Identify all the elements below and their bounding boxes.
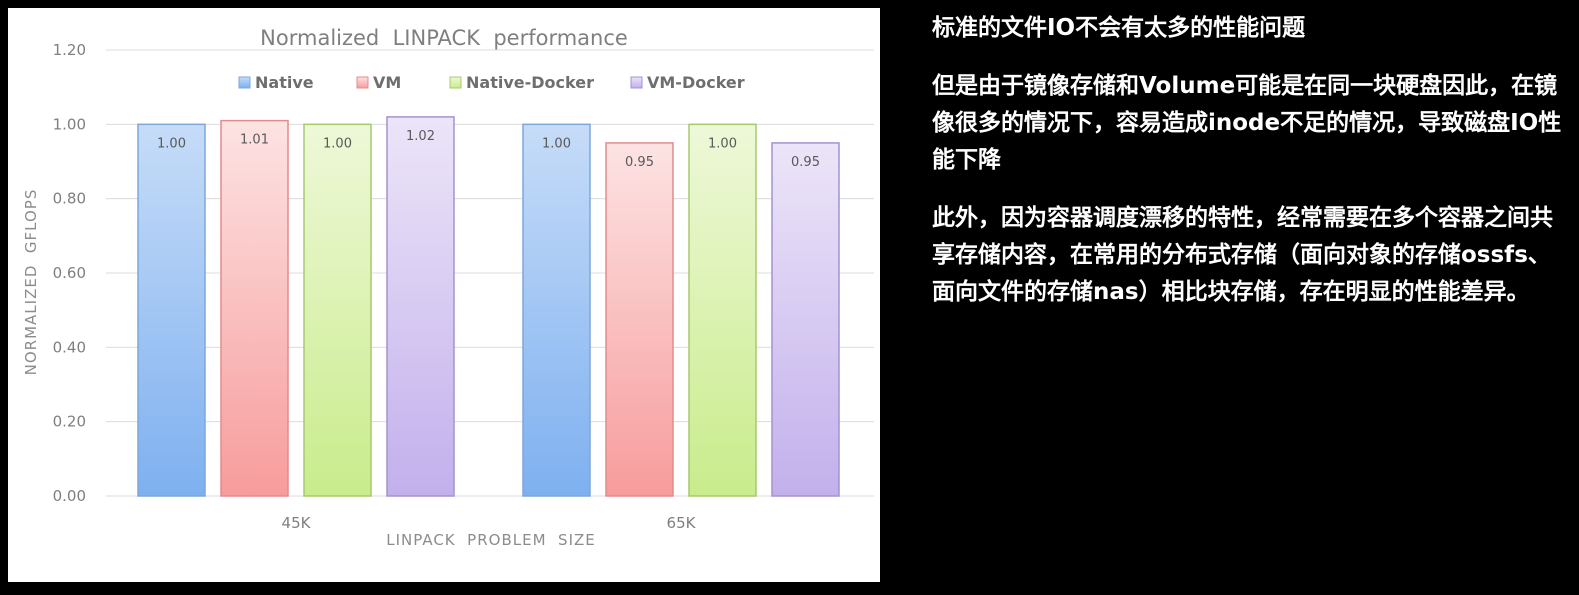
- legend-label: Native: [255, 73, 314, 92]
- y-tick-label: 1.20: [53, 41, 86, 59]
- y-axis-title: NORMALIZED GFLOPS: [22, 189, 40, 376]
- bar: [303, 123, 372, 497]
- legend-swatch: [449, 76, 462, 89]
- y-tick-label: 0.20: [53, 413, 86, 431]
- chart-panel: 1.00 1.01 1.00 1.02 1.00 0.95 1.00 0.95 0.00 0.2…: [8, 8, 880, 582]
- data-label: 0.95: [791, 155, 820, 170]
- legend: Native VM Native-Docker VM-Docker: [238, 73, 745, 92]
- bar: [771, 142, 840, 497]
- y-tick-label: 0.00: [53, 487, 86, 505]
- y-tick-label: 0.60: [53, 264, 86, 282]
- bars: [137, 116, 840, 497]
- bar: [688, 123, 757, 497]
- data-label: 1.00: [157, 136, 186, 151]
- y-tick-label: 0.80: [53, 190, 86, 208]
- data-label: 1.00: [708, 136, 737, 151]
- bar-chart: 1.00 1.01 1.00 1.02 1.00 0.95 1.00 0.95 0.00 0.2…: [22, 26, 874, 549]
- y-axis-ticks: 0.00 0.20 0.40 0.60 0.80 1.00 1.20: [53, 41, 86, 505]
- data-label: 1.01: [240, 133, 269, 148]
- bar: [386, 116, 455, 497]
- bar: [522, 123, 591, 497]
- x-axis-title: LINPACK PROBLEM SIZE: [386, 531, 596, 549]
- legend-label: VM-Docker: [647, 73, 745, 92]
- data-label: 1.00: [542, 136, 571, 151]
- y-tick-label: 1.00: [53, 115, 86, 133]
- note-paragraph-3: 此外，因为容器调度漂移的特性，经常需要在多个容器之间共享存储内容，在常用的分布式…: [932, 205, 1553, 305]
- bar: [137, 123, 206, 497]
- y-tick-label: 0.40: [53, 338, 86, 356]
- data-label: 1.00: [323, 136, 352, 151]
- data-label: 1.02: [406, 129, 435, 144]
- legend-swatch: [356, 76, 369, 89]
- x-tick-label: 65K: [667, 514, 697, 532]
- bar: [220, 119, 289, 497]
- data-label: 0.95: [625, 155, 654, 170]
- x-tick-label: 45K: [282, 514, 312, 532]
- data-labels: 1.00 1.01 1.00 1.02 1.00 0.95 1.00 0.95: [157, 129, 820, 170]
- note-paragraph-1: 标准的文件IO不会有太多的性能问题: [932, 15, 1306, 41]
- bar: [605, 142, 674, 497]
- notes-panel: 标准的文件IO不会有太多的性能问题 但是由于镜像存储和Volume可能是在同一块…: [932, 10, 1572, 332]
- legend-label: Native-Docker: [466, 73, 594, 92]
- legend-swatch: [630, 76, 643, 89]
- legend-label: VM: [373, 73, 401, 92]
- legend-swatch: [238, 76, 251, 89]
- note-paragraph-2: 但是由于镜像存储和Volume可能是在同一块硬盘因此，在镜像很多的情况下，容易造…: [932, 73, 1562, 173]
- chart-title: Normalized LINPACK performance: [260, 26, 628, 50]
- x-axis-ticks: 45K 65K: [282, 514, 697, 532]
